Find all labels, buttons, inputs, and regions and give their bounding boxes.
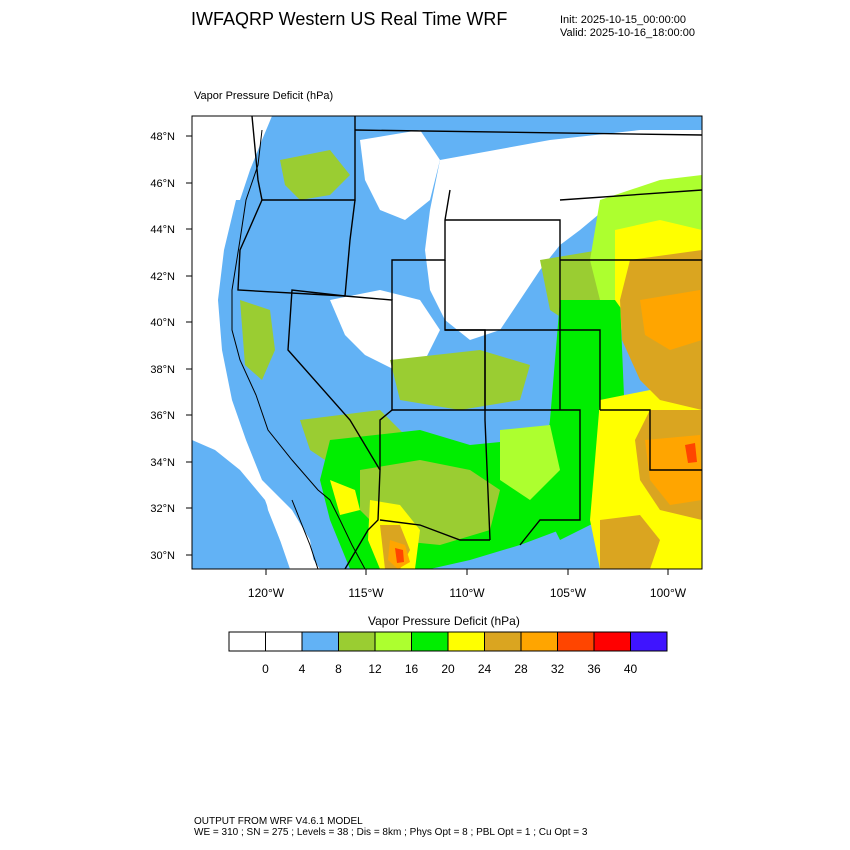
colorbar-box-8 <box>520 631 558 652</box>
colorbar-tick-label: 40 <box>623 662 638 676</box>
colorbar <box>228 631 668 652</box>
colorbar-tick-label: 8 <box>335 662 342 676</box>
lon-label-115: 115°W <box>348 586 384 600</box>
lat-label-46: 46°N <box>150 178 175 190</box>
colorbar-tick-label: 0 <box>262 662 269 676</box>
colorbar-box-6 <box>447 631 485 652</box>
vpd-field <box>192 116 702 569</box>
colorbar-box-2 <box>301 631 339 652</box>
colorbar-tick-label: 36 <box>587 662 601 676</box>
colorbar-box-7 <box>484 631 522 652</box>
page-title: IWFAQRP Western US Real Time WRF <box>191 9 508 29</box>
latitude-ticks <box>186 135 192 556</box>
lon-label-110: 110°W <box>449 586 485 600</box>
colorbar-box-1 <box>265 631 303 652</box>
lat-label-44: 44°N <box>150 224 175 236</box>
colorbar-tick-label: 12 <box>368 662 382 676</box>
latitude-labels: 48°N 46°N 44°N 42°N 40°N 38°N 36°N 34°N … <box>150 131 175 562</box>
coastline <box>231 129 366 569</box>
lon-label-100: 100°W <box>650 586 687 600</box>
colorbar-tick-label: 24 <box>477 662 492 676</box>
plot-variable-label: Vapor Pressure Deficit (hPa) <box>194 90 334 102</box>
lat-label-30: 30°N <box>150 550 175 562</box>
lat-label-48: 48°N <box>150 131 175 143</box>
lat-label-34: 34°N <box>150 457 175 469</box>
colorbar-tick-label: 32 <box>550 662 565 676</box>
lat-label-42: 42°N <box>150 271 175 283</box>
colorbar-tick-label: 16 <box>404 662 419 676</box>
colorbar-box-10 <box>593 631 631 652</box>
map-frame <box>191 115 703 570</box>
longitude-ticks <box>265 569 669 575</box>
lat-label-40: 40°N <box>150 317 175 329</box>
lat-label-36: 36°N <box>150 410 175 422</box>
colorbar-title: Vapor Pressure Deficit (hPa) <box>368 614 520 628</box>
footer-model-line: OUTPUT FROM WRF V4.6.1 MODEL <box>194 816 363 827</box>
colorbar-box-11 <box>630 631 668 652</box>
init-time: Init: 2025-10-15_00:00:00 <box>560 14 686 26</box>
colorbar-box-9 <box>557 631 595 652</box>
lat-label-38: 38°N <box>150 364 175 376</box>
state-borders <box>237 116 702 569</box>
lon-label-105: 105°W <box>550 586 587 600</box>
colorbar-box-5 <box>411 631 449 652</box>
footer-config-line: WE = 310 ; SN = 275 ; Levels = 38 ; Dis … <box>194 827 588 838</box>
lon-label-120: 120°W <box>248 586 285 600</box>
colorbar-box-4 <box>374 631 412 652</box>
colorbar-tick-label: 4 <box>298 662 306 676</box>
colorbar-box-3 <box>338 631 376 652</box>
valid-time: Valid: 2025-10-16_18:00:00 <box>560 27 695 39</box>
longitude-labels: 120°W 115°W 110°W 105°W 100°W <box>248 586 687 600</box>
lat-label-32: 32°N <box>150 503 175 515</box>
colorbar-tick-label: 20 <box>441 662 455 676</box>
colorbar-tick-label: 28 <box>514 662 528 676</box>
colorbar-box-0 <box>228 631 266 652</box>
